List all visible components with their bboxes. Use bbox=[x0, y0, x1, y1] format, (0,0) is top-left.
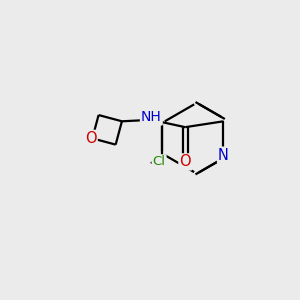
Text: N: N bbox=[218, 148, 229, 163]
Text: Cl: Cl bbox=[153, 155, 166, 168]
Text: O: O bbox=[85, 131, 97, 146]
Text: NH: NH bbox=[141, 110, 162, 124]
Text: O: O bbox=[179, 154, 191, 169]
